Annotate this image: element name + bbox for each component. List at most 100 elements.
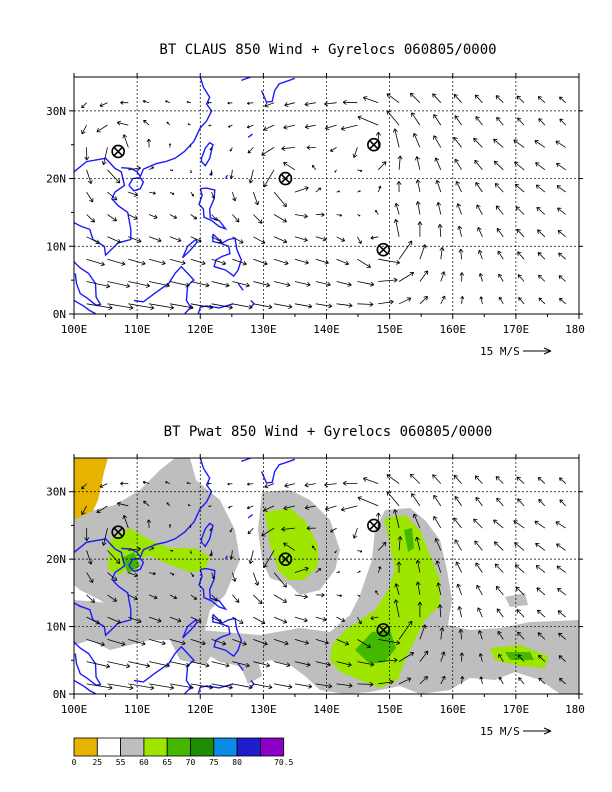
wind-vector [432,93,442,103]
y-tick-label: 20N [46,553,66,566]
coastline [121,77,213,178]
wind-vector [440,271,446,282]
wind-vector [498,273,504,282]
wind-vector [340,505,358,512]
wind-vector [398,240,413,260]
wind-vector [396,181,402,193]
coastline [74,603,102,686]
x-tick-label: 170E [503,323,530,336]
wind-vector [86,303,113,310]
wind-vector [517,251,525,260]
x-axis-ticks: 100E 110E 120E 130E 140E 150E 160E 170E 180 [61,454,585,716]
wind-vector [228,505,233,509]
wind-vector [246,101,254,105]
wind-vector [211,281,230,288]
wind-vector [107,661,131,669]
wind-vector [419,270,429,282]
wind-vector [460,676,465,684]
y-tick-label: 0N [53,688,66,701]
wind-vector [496,497,504,507]
wind-vector [168,143,172,148]
coastline [74,299,97,314]
x-tick-label: 130E [250,323,277,336]
wind-vector [415,536,421,551]
y-tick-label: 10N [46,621,66,634]
wind-vector [86,594,95,603]
wind-vector [274,281,291,288]
wind-vector [211,639,227,646]
wind-vector [86,683,113,691]
wind-vector [458,628,464,640]
wind-vector [432,474,442,484]
wind-vector [436,582,442,595]
wind-vector [538,118,546,126]
wind-vector [253,214,263,224]
wind-vector [419,650,429,662]
wind-vector [190,191,194,197]
wind-vector [227,482,233,486]
wind-vector [165,100,171,104]
reference-vector-arrow [523,727,552,735]
wind-vector [142,480,150,484]
wind-vector [336,661,352,667]
wind-vector [169,281,190,288]
wind-vector [165,481,171,484]
wind-vector [415,559,421,573]
wind-vector [232,616,244,624]
wind-vector [116,120,129,126]
wind-vector [433,135,442,148]
wind-vector [419,296,428,305]
wind-vector [232,281,250,288]
wind-vector [534,140,546,148]
wind-vector [378,541,387,551]
wind-vector [107,550,121,564]
wind-vector [149,191,156,195]
gyre-location-markers [111,518,391,637]
wind-vector [440,295,446,304]
wind-vector [190,572,194,577]
wind-vector [190,281,210,288]
wind-vector [96,505,108,513]
wind-vector [324,482,337,488]
wind-vector [190,594,198,600]
wind-vector [357,616,362,625]
gyre-marker [367,518,381,533]
colorbar-label: 80 [232,758,242,767]
wind-vector [419,676,428,685]
wind-vector [211,572,215,580]
wind-vector [232,191,237,202]
wind-vector [81,505,87,516]
wind-vector [211,191,215,199]
wind-vector [86,661,111,669]
wind-vector [437,223,443,237]
wind-vector [495,585,504,596]
wind-vector [536,206,546,215]
wind-vector [86,550,93,565]
x-tick-label: 120E [187,703,214,716]
wind-vector [283,124,295,130]
coastline [200,522,214,548]
wind-vector [148,547,155,551]
wind-vector [273,594,287,603]
x-tick-label: 100E [61,703,88,716]
wind-vector [475,116,483,126]
wind-vector [227,101,233,105]
wind-vector [211,258,227,266]
grid-lines [74,458,579,694]
wind-vector [433,515,442,529]
wind-vector [493,138,504,148]
wind-vector [557,230,566,238]
wind-vector [148,616,162,623]
wind-vector [264,102,275,108]
colorbar-label: 60 [139,758,149,767]
colorbar-swatch [120,737,145,757]
wind-vector [514,542,525,551]
wind-vector [455,180,462,193]
wind-vector [514,161,525,171]
wind-vector [454,158,462,171]
wind-vector [283,542,296,551]
wind-vector [398,652,415,662]
wind-vector [229,147,233,152]
wind-vector [190,616,202,623]
